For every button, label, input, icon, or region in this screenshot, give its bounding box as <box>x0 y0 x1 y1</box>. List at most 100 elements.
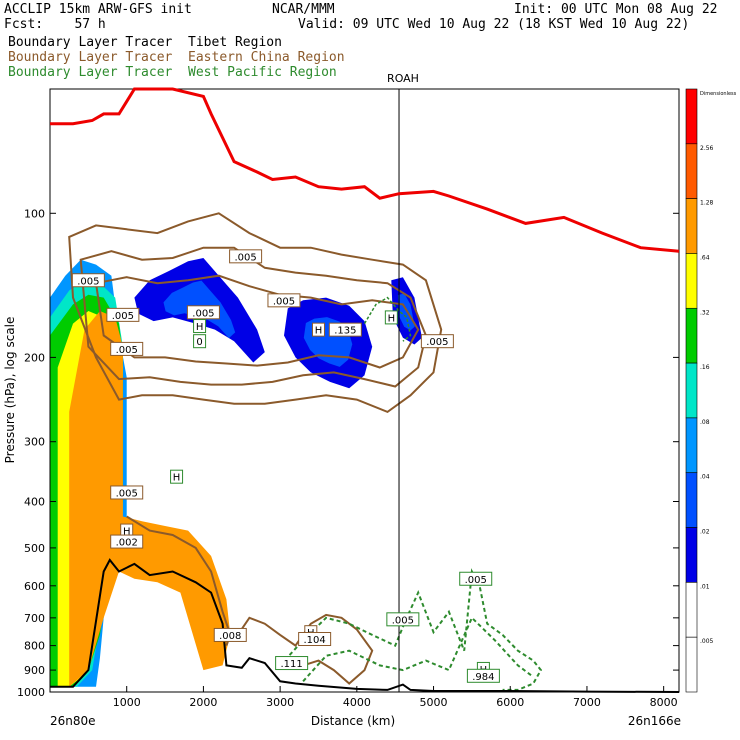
contour-label-12: .005 <box>392 615 414 626</box>
colorbar-swatch-1 <box>685 143 698 199</box>
plot-frame <box>49 88 680 693</box>
china-tracer-contour-0 <box>68 212 443 414</box>
y-tick-label-800: 800 <box>24 640 45 653</box>
contour-label-16: .104 <box>304 635 326 646</box>
colorbar-label-9: .01 <box>700 583 710 590</box>
x-tick-label-5000: 5000 <box>420 696 448 709</box>
contour-layer <box>68 212 543 691</box>
colorbar-label-6: .08 <box>700 419 710 426</box>
colorbar-label-8: .02 <box>700 529 710 536</box>
colorbar-label-1: 2.56 <box>700 145 714 152</box>
contour-label-box-13 <box>459 571 493 586</box>
wp-upper-contour <box>363 296 412 342</box>
colorbar-label-10: .005 <box>700 638 714 645</box>
contour-label-box-4 <box>106 307 140 322</box>
x-tick-label-1000: 1000 <box>113 696 141 709</box>
contour-label-box-6 <box>186 305 220 320</box>
y-tick-label-500: 500 <box>24 542 45 555</box>
colorbar-label-5: .16 <box>700 364 710 371</box>
tropopause-line <box>50 87 680 253</box>
y-tick-label-700: 700 <box>24 612 45 625</box>
contour-label-box-10 <box>110 534 144 549</box>
y-tick-label-1000: 1000 <box>17 686 45 699</box>
colorbar-label-7: .04 <box>700 474 710 481</box>
right-endpoint: 26n166e <box>628 714 681 728</box>
contour-label-box-0 <box>229 249 263 264</box>
contour-label-box-16 <box>298 632 332 647</box>
china-tracer-contour-2 <box>94 274 420 369</box>
y-axis-label: Pressure (hPa), log scale <box>3 317 17 464</box>
contour-label-1: .005 <box>273 296 295 307</box>
contour-label-19: H <box>173 473 181 484</box>
axes-layer: 1000 2000 3000 4000 5000 6000 7000 800010020030… <box>17 207 679 709</box>
colorbar: Dimensionless 2.56 1.28 .64 .32 .16 .08 .04 .02.… <box>685 88 737 693</box>
contour-label-box-19 <box>170 469 184 484</box>
y-tick-label-300: 300 <box>24 436 45 449</box>
china-low-contour-1 <box>233 613 374 685</box>
x-axis-label: Distance (km) <box>311 714 395 728</box>
init-time: Init: 00 UTC Mon 08 Aug 22 <box>514 2 718 17</box>
wp-tracer-contour-0 <box>279 568 543 691</box>
contour-label-box-12 <box>386 612 420 627</box>
colorbar-label-2: 1.28 <box>700 200 714 207</box>
contour-label-10: .002 <box>116 538 138 549</box>
x-tick-label-8000: 8000 <box>650 696 678 709</box>
colorbar-swatch-8 <box>685 527 698 583</box>
contour-label-8: .005 <box>116 488 138 499</box>
contour-label-box-11 <box>213 627 247 642</box>
contour-label-14: .111 <box>280 659 302 670</box>
colorbar-label-4: .32 <box>700 309 710 316</box>
contour-label-21: 0 <box>196 337 202 348</box>
contour-label-box-1 <box>267 293 301 308</box>
colorbar-swatch-9 <box>685 582 698 638</box>
x-tick-label-3000: 3000 <box>266 696 294 709</box>
contour-label-box-18 <box>466 668 500 683</box>
legend-eastern-china: Boundary Layer Tracer Eastern China Regi… <box>8 50 345 65</box>
contour-label-box-23 <box>384 310 398 325</box>
contour-label-20: H <box>196 322 204 333</box>
tracer-fill-layer <box>50 258 422 687</box>
contour-label-18: .984 <box>472 672 494 683</box>
y-tick-label-100: 100 <box>24 207 45 220</box>
contour-label-box-20 <box>193 319 207 334</box>
contour-label-13: .005 <box>465 575 487 586</box>
x-tick-label-2000: 2000 <box>189 696 217 709</box>
x-tick-label-6000: 6000 <box>496 696 524 709</box>
colorbar-swatch-7 <box>685 472 698 528</box>
colorbar-swatch-0 <box>685 88 698 145</box>
y-tick-label-400: 400 <box>24 496 45 509</box>
colorbar-swatch-2 <box>685 198 698 254</box>
terrain-line <box>50 558 680 693</box>
legend-tibet: Boundary Layer Tracer Tibet Region <box>8 35 282 50</box>
y-tick-label-600: 600 <box>24 580 45 593</box>
contour-label-7: .135 <box>334 326 356 337</box>
contour-label-11: .008 <box>219 631 241 642</box>
contour-label-3: .005 <box>77 276 99 287</box>
colorbar-swatch-6 <box>685 417 698 474</box>
valid-time: Valid: 09 UTC Wed 10 Aug 22 (18 KST Wed … <box>298 17 690 32</box>
organization: NCAR/MMM <box>272 2 335 17</box>
contour-label-9: H <box>123 527 131 538</box>
colorbar-swatch-10 <box>685 636 698 693</box>
colorbar-label-0: Dimensionless <box>700 91 737 97</box>
y-tick-label-900: 900 <box>24 664 45 677</box>
china-tracer-contour-1 <box>79 246 427 388</box>
marks-layer: .005.005.005.005.005.005.005.135.005H.00… <box>50 87 680 693</box>
contour-label-4: .005 <box>112 311 134 322</box>
station-label: ROAH <box>387 72 419 85</box>
contour-label-5: .005 <box>116 345 138 356</box>
contour-label-6: .005 <box>192 308 214 319</box>
model-title: ACCLIP 15km ARW-GFS init <box>4 2 192 17</box>
contour-label-23: H <box>388 313 396 324</box>
colorbar-label-3: .64 <box>700 254 710 261</box>
colorbar-swatch-3 <box>685 253 698 309</box>
contour-label-box-7 <box>328 322 362 337</box>
x-tick-label-7000: 7000 <box>573 696 601 709</box>
contour-label-22: H <box>315 326 323 337</box>
contour-label-box-5 <box>110 341 144 356</box>
forecast-hour: Fcst: 57 h <box>4 17 106 32</box>
contour-label-box-21 <box>193 334 207 349</box>
contour-label-box-22 <box>311 322 325 337</box>
y-tick-label-200: 200 <box>24 351 45 364</box>
